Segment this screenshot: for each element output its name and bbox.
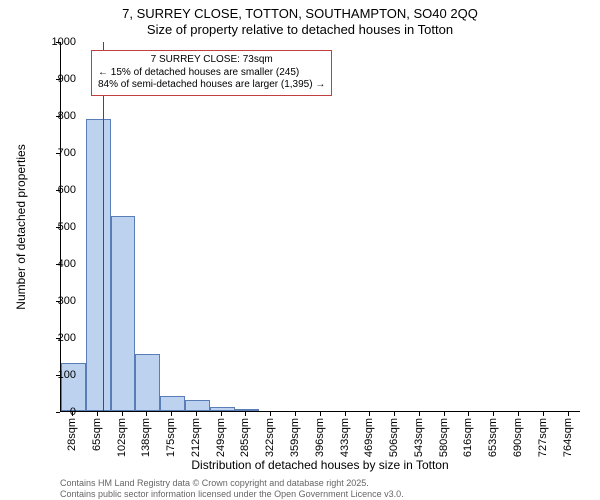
- y-tick-mark: [56, 375, 60, 376]
- x-axis-label: Distribution of detached houses by size …: [60, 458, 580, 472]
- x-tick-label: 506sqm: [388, 418, 400, 457]
- x-tick-mark: [221, 412, 222, 416]
- x-tick-mark: [444, 412, 445, 416]
- x-tick-mark: [419, 412, 420, 416]
- x-tick-label: 469sqm: [363, 418, 375, 457]
- x-tick-label: 285sqm: [239, 418, 251, 457]
- histogram-bar: [86, 119, 111, 411]
- x-tick-mark: [122, 412, 123, 416]
- x-tick-mark: [270, 412, 271, 416]
- y-tick-mark: [56, 190, 60, 191]
- x-tick-mark: [345, 412, 346, 416]
- x-tick-label: 322sqm: [264, 418, 276, 457]
- x-tick-label: 580sqm: [438, 418, 450, 457]
- x-tick-label: 102sqm: [116, 418, 128, 457]
- x-tick-label: 727sqm: [537, 418, 549, 457]
- x-tick-label: 433sqm: [339, 418, 351, 457]
- x-tick-mark: [493, 412, 494, 416]
- y-tick-mark: [56, 301, 60, 302]
- x-tick-mark: [245, 412, 246, 416]
- y-tick-mark: [56, 338, 60, 339]
- histogram-bar: [210, 407, 235, 411]
- histogram-bar: [235, 409, 260, 411]
- x-tick-label: 138sqm: [140, 418, 152, 457]
- x-tick-mark: [72, 412, 73, 416]
- footer-attribution-2: Contains public sector information licen…: [60, 489, 404, 499]
- histogram-bar: [135, 354, 160, 411]
- infobox-line3: 84% of semi-detached houses are larger (…: [98, 79, 325, 92]
- x-tick-label: 616sqm: [462, 418, 474, 457]
- x-tick-label: 653sqm: [487, 418, 499, 457]
- histogram-bar: [111, 216, 136, 411]
- property-infobox: 7 SURREY CLOSE: 73sqm ← 15% of detached …: [91, 50, 332, 96]
- x-tick-mark: [146, 412, 147, 416]
- infobox-line1: 7 SURREY CLOSE: 73sqm: [98, 54, 325, 67]
- x-tick-label: 764sqm: [562, 418, 574, 457]
- footer-attribution-1: Contains HM Land Registry data © Crown c…: [60, 478, 369, 488]
- y-tick-mark: [56, 412, 60, 413]
- x-tick-mark: [369, 412, 370, 416]
- y-tick-mark: [56, 116, 60, 117]
- chart-title-line2: Size of property relative to detached ho…: [0, 22, 600, 37]
- chart-title-line1: 7, SURREY CLOSE, TOTTON, SOUTHAMPTON, SO…: [0, 6, 600, 21]
- x-tick-mark: [543, 412, 544, 416]
- y-tick-mark: [56, 42, 60, 43]
- x-tick-mark: [196, 412, 197, 416]
- infobox-line2: ← 15% of detached houses are smaller (24…: [98, 67, 325, 80]
- y-tick-mark: [56, 264, 60, 265]
- x-tick-label: 28sqm: [66, 418, 78, 451]
- y-axis-label: Number of detached properties: [14, 42, 28, 412]
- histogram-bar: [185, 400, 210, 411]
- y-tick-mark: [56, 79, 60, 80]
- x-tick-label: 212sqm: [190, 418, 202, 457]
- x-tick-mark: [518, 412, 519, 416]
- histogram-bar: [160, 396, 185, 411]
- x-tick-label: 543sqm: [413, 418, 425, 457]
- x-tick-label: 359sqm: [289, 418, 301, 457]
- x-tick-mark: [468, 412, 469, 416]
- property-marker-line: [103, 42, 104, 411]
- x-tick-label: 175sqm: [165, 418, 177, 457]
- x-tick-mark: [97, 412, 98, 416]
- x-tick-label: 690sqm: [512, 418, 524, 457]
- x-tick-mark: [568, 412, 569, 416]
- x-tick-label: 249sqm: [215, 418, 227, 457]
- histogram-chart: 7, SURREY CLOSE, TOTTON, SOUTHAMPTON, SO…: [0, 0, 600, 500]
- x-tick-mark: [320, 412, 321, 416]
- x-tick-mark: [394, 412, 395, 416]
- y-tick-mark: [56, 153, 60, 154]
- y-tick-mark: [56, 227, 60, 228]
- x-tick-label: 396sqm: [314, 418, 326, 457]
- x-tick-mark: [171, 412, 172, 416]
- x-tick-label: 65sqm: [91, 418, 103, 451]
- x-tick-mark: [295, 412, 296, 416]
- plot-area: 7 SURREY CLOSE: 73sqm ← 15% of detached …: [60, 42, 580, 412]
